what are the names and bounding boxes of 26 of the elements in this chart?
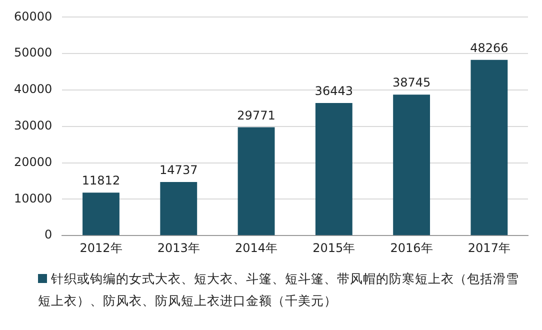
data-label: 36443: [314, 84, 353, 98]
y-tick-label: 10000: [14, 191, 52, 206]
bar: [470, 60, 508, 236]
x-tick-label: 2012年: [80, 240, 122, 255]
data-label: 29771: [237, 108, 276, 122]
bar: [393, 94, 430, 236]
data-label: 48266: [470, 41, 508, 56]
y-tick-label: 60000: [14, 9, 52, 24]
legend-label: 针织或钩编的女式大衣、短大衣、斗篷、短斗篷、带风帽的防寒短上衣（包括滑雪短上衣）、防风衣、防风短上衣进口金额（千美元）: [38, 271, 519, 308]
y-tick-label: 0: [44, 228, 52, 242]
y-tick-label: 50000: [14, 46, 52, 60]
x-tick-label: 2016年: [390, 240, 433, 255]
x-tick-label: 2013年: [157, 240, 200, 255]
data-label: 14737: [160, 163, 198, 178]
y-tick-label: 40000: [14, 82, 52, 96]
x-tick-label: 2017年: [468, 240, 510, 255]
x-tick-label: 2014年: [234, 240, 278, 255]
bar: [160, 182, 198, 236]
y-tick-label: 20000: [14, 154, 52, 169]
y-tick-label: 30000: [14, 118, 52, 133]
bar: [315, 102, 352, 236]
x-tick-label: 2015年: [312, 240, 356, 255]
data-label: 38745: [392, 76, 431, 90]
bar: [238, 127, 275, 236]
data-label: 11812: [82, 174, 120, 188]
bar: [82, 192, 120, 236]
